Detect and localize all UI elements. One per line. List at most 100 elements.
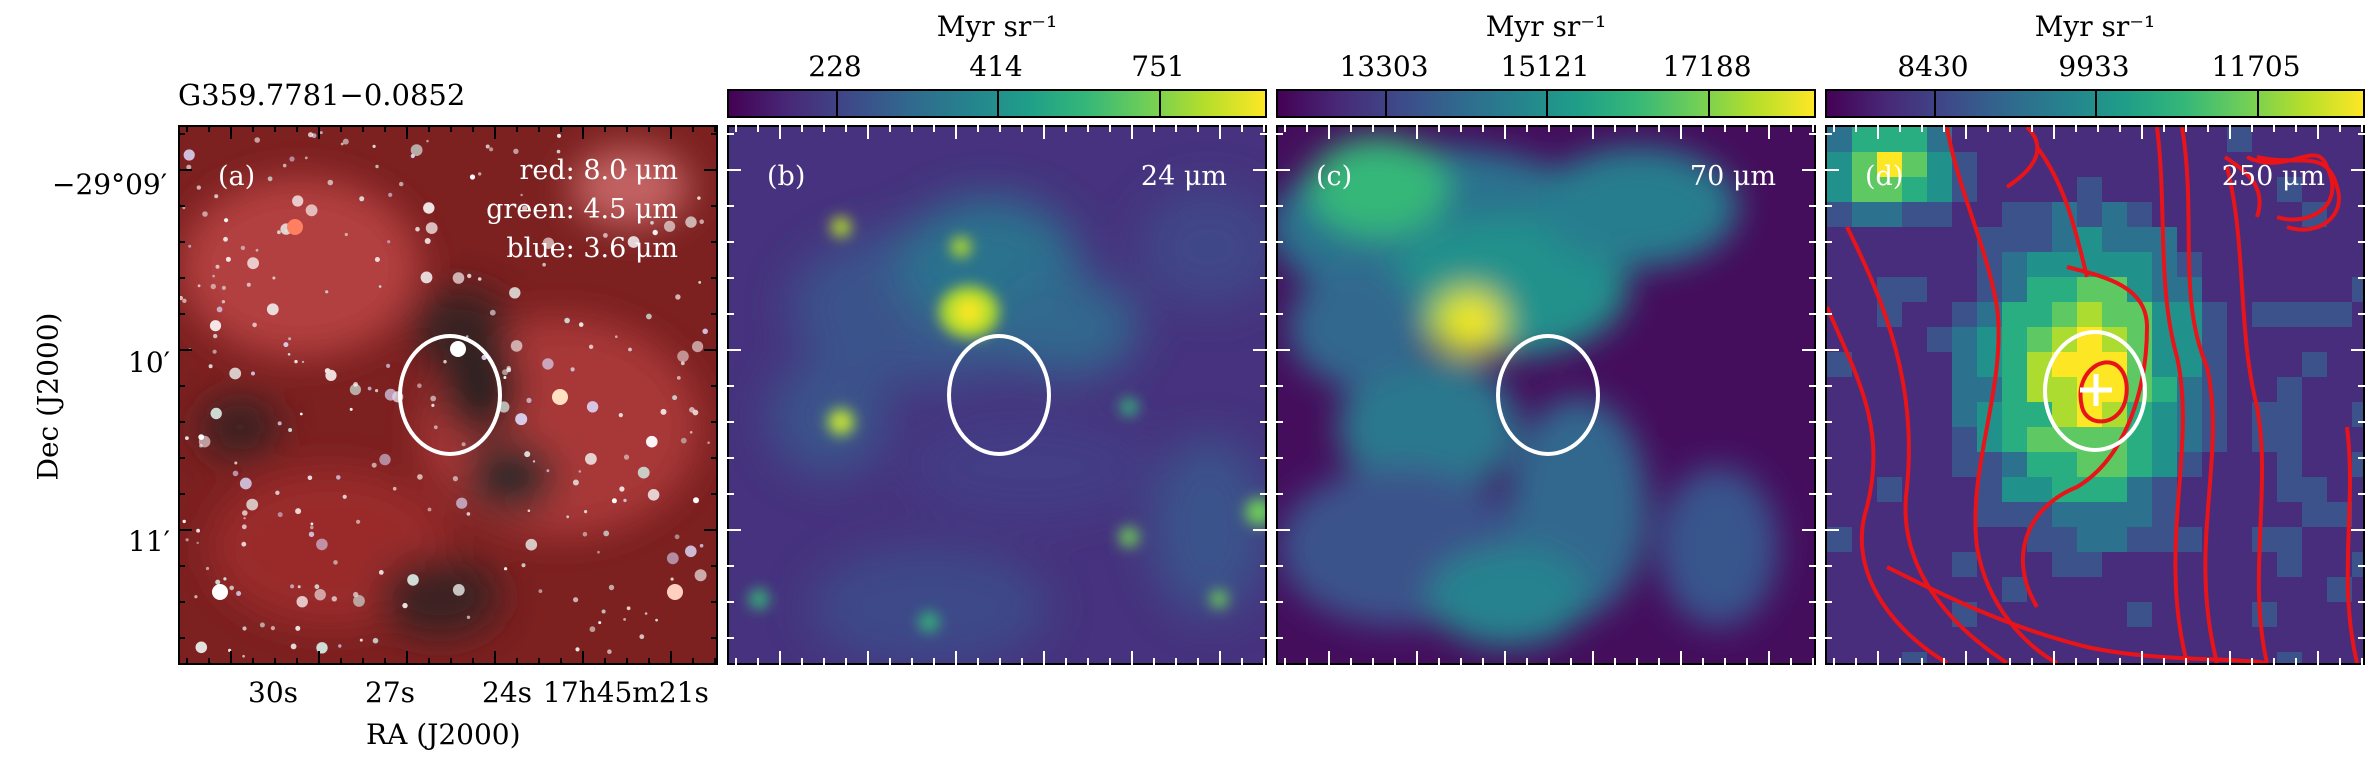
y-tick-mark: [1276, 565, 1283, 567]
x-tick-mark: [2295, 658, 2297, 665]
x-tick-mark: [1306, 125, 1308, 132]
x-tick-mark: [670, 651, 672, 665]
y-tick-mark: [711, 421, 718, 423]
panel-c-70um-image: (c) 70 μm: [1276, 125, 1816, 665]
x-tick-mark: [1043, 651, 1045, 665]
x-tick-mark: [472, 125, 474, 132]
x-tick-mark: [1877, 125, 1879, 139]
x-tick-mark: [1768, 125, 1770, 139]
x-tick-mark: [2097, 658, 2099, 665]
y-tick-mark: [1802, 349, 1816, 351]
x-tick-mark: [1921, 658, 1923, 665]
x-tick-mark: [1504, 125, 1506, 139]
y-tick-mark: [1809, 601, 1816, 603]
x-tick-mark: [2141, 651, 2143, 665]
legend-red: red: 8.0 μm: [519, 155, 678, 186]
x-tick-mark: [1921, 125, 1923, 132]
y-tick-mark: [1825, 637, 1832, 639]
x-tick-mark: [2119, 658, 2121, 665]
x-tick-mark: [1394, 125, 1396, 132]
x-tick-mark: [1482, 125, 1484, 132]
x-tick-mark: [1219, 125, 1221, 139]
y-tick-mark: [727, 421, 734, 423]
x-tick-mark: [186, 658, 188, 665]
x-tick-mark: [362, 125, 364, 132]
y-tick-mark: [1260, 601, 1267, 603]
x-tick-mark: [2317, 651, 2319, 665]
y-tick-mark: [178, 205, 185, 207]
colorbar-c-unit: Myr sr⁻¹: [1485, 10, 1607, 43]
x-tick-mark: [2009, 658, 2011, 665]
x-tick-mark: [1438, 125, 1440, 132]
y-tick-mark: [2358, 457, 2365, 459]
x-tick-mark: [1175, 658, 1177, 665]
y-tick-mark: [2358, 205, 2365, 207]
x-tick-mark: [2163, 125, 2165, 132]
y-tick-mark: [1276, 133, 1283, 135]
x-tick-mark: [1943, 125, 1945, 132]
x-tick-24s: 24s: [482, 676, 532, 709]
x-tick-mark: [1746, 658, 1748, 665]
x-tick-mark: [2273, 125, 2275, 132]
y-tick-mark: [727, 565, 734, 567]
y-tick-mark: [711, 637, 718, 639]
y-tick-mark: [178, 385, 185, 387]
x-tick-mark: [406, 651, 408, 665]
panel-d-contours: [1827, 127, 2359, 663]
colorbar-d-tick-2: 9933: [2058, 50, 2130, 83]
x-tick-mark: [274, 125, 276, 132]
x-tick-mark: [186, 125, 188, 132]
y-tick-mark: [1260, 493, 1267, 495]
x-tick-mark: [1482, 658, 1484, 665]
x-tick-17h45m21s: 17h45m21s: [543, 676, 709, 709]
x-tick-mark: [1372, 125, 1374, 132]
y-tick-mark: [1809, 277, 1816, 279]
x-tick-mark: [1877, 651, 1879, 665]
x-tick-27s: 27s: [365, 676, 415, 709]
x-tick-mark: [648, 658, 650, 665]
legend-green: green: 4.5 μm: [486, 194, 678, 225]
x-tick-mark: [2251, 658, 2253, 665]
x-tick-mark: [955, 651, 957, 665]
x-tick-mark: [889, 658, 891, 665]
x-tick-mark: [692, 658, 694, 665]
x-tick-mark: [230, 125, 232, 139]
x-tick-mark: [252, 658, 254, 665]
x-tick-mark: [1504, 651, 1506, 665]
y-tick-mark: [2358, 241, 2365, 243]
x-tick-mark: [1284, 658, 1286, 665]
x-tick-mark: [1460, 658, 1462, 665]
x-tick-mark: [2053, 651, 2055, 665]
x-tick-mark: [933, 658, 935, 665]
y-tick-mark: [2358, 385, 2365, 387]
x-tick-mark: [2009, 125, 2011, 132]
y-tick-mark: [1825, 601, 1832, 603]
y-tick-mark: [1825, 385, 1832, 387]
x-tick-mark: [1460, 125, 1462, 132]
x-tick-mark: [1131, 651, 1133, 665]
y-tick-mark: [711, 241, 718, 243]
y-tick-mark: [1809, 637, 1816, 639]
x-tick-mark: [867, 125, 869, 139]
panel-b-24um-image: (b) 24 μm: [727, 125, 1267, 665]
x-tick-30s: 30s: [248, 676, 298, 709]
x-tick-mark: [296, 658, 298, 665]
y-tick-mark: [1825, 277, 1832, 279]
x-tick-mark: [1438, 658, 1440, 665]
x-tick-mark: [1658, 125, 1660, 132]
x-tick-mark: [2207, 658, 2209, 665]
y-tick-mark: [178, 133, 185, 135]
y-tick-mark: [704, 169, 718, 171]
colorbar-c-tick-1: 13303: [1339, 50, 1429, 83]
y-tick-mark: [178, 493, 185, 495]
y-tick-mark: [178, 529, 192, 531]
panel-d-label: (d): [1865, 161, 1904, 192]
y-tick-mark: [2351, 529, 2365, 531]
panel-a-ellipse: [398, 334, 502, 456]
x-tick-mark: [2229, 651, 2231, 665]
x-tick-mark: [1570, 125, 1572, 132]
x-tick-mark: [757, 658, 759, 665]
y-tick-mark: [1276, 421, 1283, 423]
y-tick-mark: [1802, 169, 1816, 171]
y-tick-mark: [1809, 205, 1816, 207]
